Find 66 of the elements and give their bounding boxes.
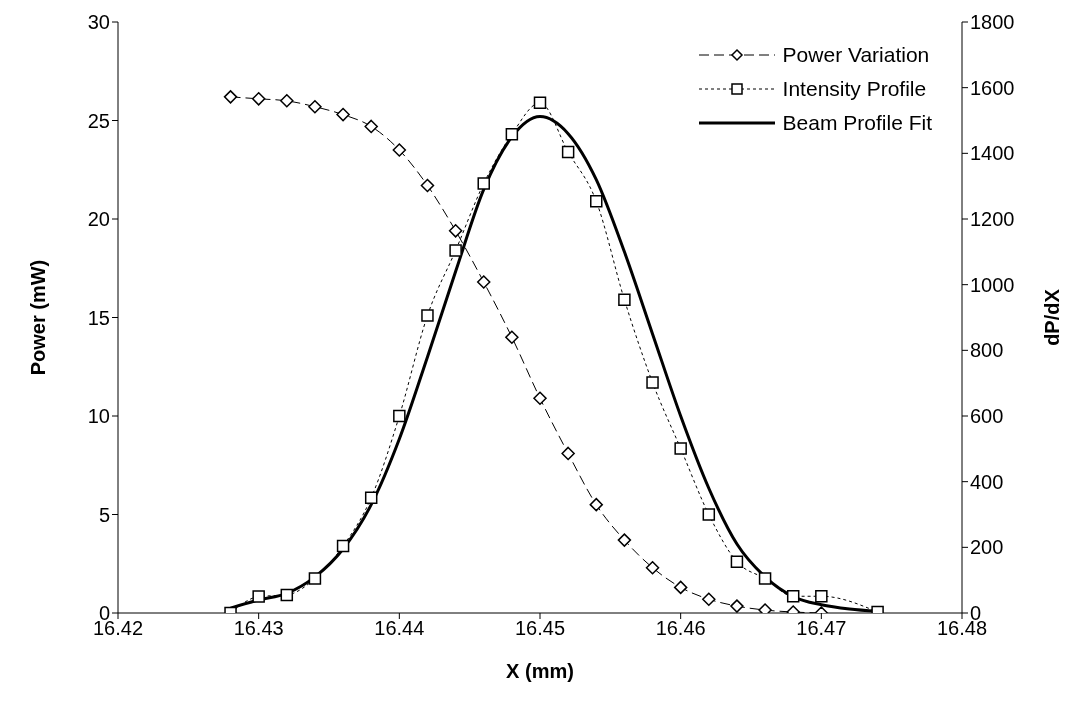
point (364, 119, 378, 134)
point (646, 376, 659, 389)
point (590, 195, 603, 208)
point (252, 590, 265, 603)
point (280, 94, 294, 108)
point (308, 99, 322, 114)
y2-tick-label: 600 (970, 405, 1004, 428)
point (505, 128, 519, 141)
y2-tick-label: 1400 (970, 142, 1015, 165)
point (364, 491, 378, 505)
point (589, 497, 604, 512)
point (815, 590, 828, 603)
point (618, 293, 631, 307)
legend-label: Beam Profile Fit (782, 111, 932, 135)
point (674, 442, 687, 455)
point (448, 224, 463, 238)
y2-tick-label: 400 (970, 470, 1004, 493)
y2-tick-label: 200 (970, 536, 1004, 559)
x-tick-label: 16.46 (655, 617, 706, 640)
x-tick-label: 16.47 (796, 617, 847, 640)
point (533, 96, 547, 110)
x-tick-label: 16.43 (233, 617, 284, 640)
point (393, 409, 406, 423)
point (673, 580, 688, 595)
point (336, 539, 350, 553)
point (645, 560, 660, 575)
y2-tick-label: 1000 (970, 273, 1015, 296)
y-tick-label: 15 (87, 306, 110, 329)
point (617, 533, 632, 547)
point (308, 572, 322, 585)
legend-label: Power Variation (782, 43, 930, 67)
y-tick-label: 20 (87, 208, 110, 231)
point (280, 588, 294, 602)
point (392, 143, 407, 157)
point (533, 391, 547, 406)
legend-label: Intensity Profile (782, 77, 927, 101)
y-tick-label: 30 (87, 11, 110, 34)
y2-axis-title: dP/dX (1041, 288, 1064, 346)
point (702, 508, 716, 521)
point (421, 309, 434, 322)
y-tick-label: 25 (87, 109, 110, 132)
point (449, 244, 462, 257)
y-tick-label: 5 (98, 503, 110, 526)
point (786, 590, 800, 603)
point (561, 145, 575, 159)
point (420, 178, 435, 193)
point (251, 92, 266, 106)
point (730, 599, 744, 613)
x-tick-label: 16.45 (514, 617, 566, 640)
y2-tick-label: 1600 (970, 76, 1015, 99)
x-tick-label: 16.44 (374, 617, 425, 640)
point (336, 107, 350, 122)
y2-tick-label: 1800 (970, 11, 1015, 34)
y2-tick-label: 1200 (970, 208, 1015, 231)
point (476, 275, 491, 289)
y-tick-label: 10 (87, 405, 110, 428)
point (702, 592, 716, 606)
point (758, 572, 772, 585)
x-axis-title: X (mm) (506, 660, 574, 682)
point (223, 90, 238, 104)
point (561, 446, 575, 461)
y2-tick-label: 800 (970, 339, 1004, 362)
point (730, 555, 744, 569)
y-axis-title: Power (mW) (27, 259, 50, 376)
point (505, 330, 519, 344)
point (477, 177, 490, 190)
